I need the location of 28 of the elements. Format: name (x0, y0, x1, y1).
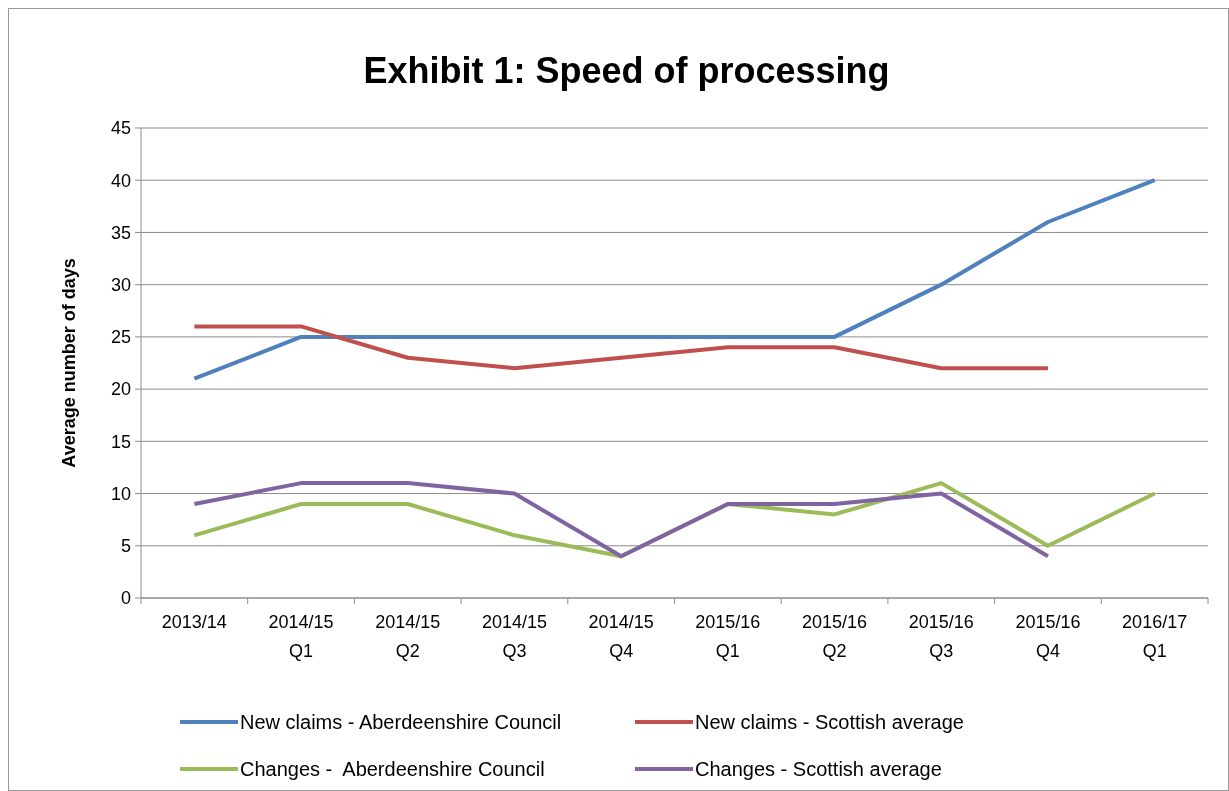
x-tick-label: 2013/14 (161, 612, 227, 632)
y-tick-label: 40 (110, 170, 131, 191)
legend-label: Changes - Aberdeenshire Council (240, 758, 545, 780)
y-tick-label: 35 (110, 222, 131, 243)
y-tick-label: 0 (120, 588, 131, 609)
y-tick-label: 5 (120, 536, 131, 557)
chart-title: Exhibit 1: Speed of processing (363, 50, 890, 91)
y-tick-label: 25 (110, 327, 131, 348)
line-series (192, 178, 1157, 381)
y-axis-title: Average number of days (59, 258, 79, 468)
x-tick-label: 2014/15 Q2 (375, 612, 441, 661)
legend-label: New claims - Scottish average (695, 711, 964, 733)
y-tick-label: 45 (110, 118, 131, 139)
legend-label: Changes - Scottish average (695, 758, 942, 780)
x-tick-label: 2015/16 Q4 (1015, 612, 1081, 661)
x-tick-label: 2015/16 Q2 (802, 612, 868, 661)
x-tick-label: 2015/16 Q1 (695, 612, 761, 661)
legend-label: New claims - Aberdeenshire Council (240, 711, 562, 733)
x-tick-label: 2014/15 Q1 (268, 612, 334, 661)
x-tick-label: 2014/15 Q4 (588, 612, 654, 661)
y-tick-label: 20 (110, 379, 131, 400)
y-tick-label: 15 (110, 431, 131, 452)
line-series (192, 324, 1050, 371)
x-tick-label: 2014/15 Q3 (481, 612, 547, 661)
y-tick-label: 10 (110, 483, 131, 504)
x-tick-label: 2015/16 Q3 (908, 612, 974, 661)
x-tick-label: 2016/17 Q1 (1122, 612, 1188, 661)
y-tick-label: 30 (110, 274, 131, 295)
